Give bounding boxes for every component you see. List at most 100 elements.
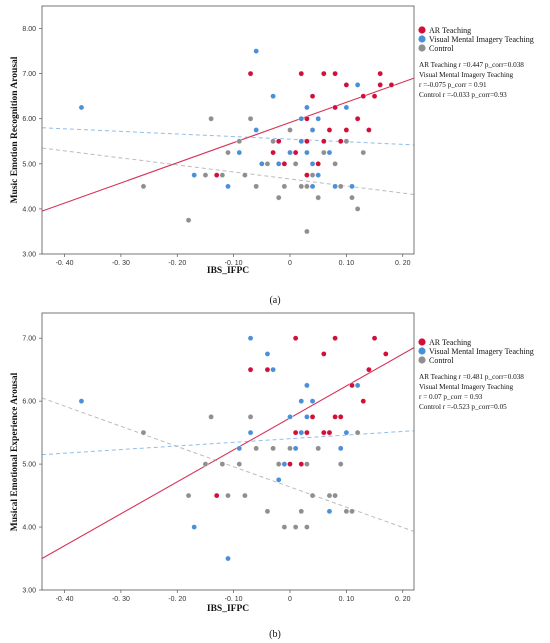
x-tick-label-a: 0: [288, 260, 292, 267]
point-control-b: [275, 461, 282, 467]
point-ar-teaching-b: [383, 351, 389, 357]
point-control-a: [275, 194, 282, 201]
point-visual-mental-imagery-teaching-a: [304, 149, 310, 156]
point-ar-teaching-a: [321, 138, 327, 145]
y-tick-label-b: 7.00: [22, 336, 36, 343]
x-tick-label-b: -0. 30: [112, 596, 130, 603]
point-control-b: [309, 492, 316, 499]
point-control-b: [304, 524, 310, 530]
point-control-a: [304, 183, 310, 190]
point-control-b: [202, 461, 209, 467]
point-control-a: [140, 183, 147, 190]
point-ar-teaching-a: [377, 82, 383, 88]
fit-line-visual-mental-imagery-teaching-a: [41, 127, 415, 146]
point-control-a: [315, 194, 321, 201]
x-axis-title-a: IBS_IFPC: [207, 266, 249, 276]
y-tick-label-b: 5.00: [22, 462, 36, 469]
point-ar-teaching-a: [366, 127, 372, 133]
plot-frame-b: [41, 312, 415, 591]
point-visual-mental-imagery-teaching-a: [309, 183, 316, 190]
legend-label-vmi-a: Visual Mental Imagery Teaching: [429, 35, 534, 44]
point-control-b: [225, 492, 231, 499]
x-tick-label-b: -0. 20: [168, 596, 186, 603]
legend-label-ar-b: AR Teaching: [429, 338, 471, 347]
point-ar-teaching-a: [315, 161, 321, 167]
point-ar-teaching-b: [349, 382, 355, 389]
point-ar-teaching-b: [332, 414, 338, 420]
y-tick-label-b: 3.00: [22, 588, 36, 595]
point-ar-teaching-b: [332, 335, 338, 341]
point-visual-mental-imagery-teaching-b: [337, 445, 344, 452]
point-visual-mental-imagery-teaching-b: [78, 398, 85, 404]
point-ar-teaching-a: [377, 70, 383, 77]
point-control-a: [309, 172, 316, 178]
point-ar-teaching-b: [298, 461, 305, 467]
y-tick-label-a: 8.00: [22, 26, 36, 33]
legend-marker-control-b: [418, 356, 426, 364]
point-ar-teaching-b: [337, 414, 344, 420]
point-visual-mental-imagery-teaching-b: [225, 555, 231, 562]
legend-marker-control-a: [418, 44, 426, 52]
point-control-b: [208, 414, 214, 420]
legend-a: AR Teaching Visual Mental Imagery Teachi…: [418, 26, 534, 53]
point-visual-mental-imagery-teaching-b: [264, 351, 271, 357]
point-control-a: [247, 115, 254, 122]
point-control-b: [292, 524, 299, 530]
point-ar-teaching-b: [264, 366, 271, 373]
legend-label-control-b: Control: [429, 356, 454, 365]
point-ar-teaching-a: [275, 138, 282, 145]
point-control-b: [332, 492, 338, 499]
point-control-a: [321, 149, 327, 156]
point-control-b: [354, 429, 361, 436]
fit-line-visual-mental-imagery-teaching-b: [41, 430, 415, 456]
point-control-b: [337, 461, 344, 467]
y-tick-label-a: 5.00: [22, 161, 36, 168]
point-ar-teaching-a: [388, 82, 395, 88]
point-control-a: [202, 172, 209, 178]
point-ar-teaching-b: [304, 429, 310, 436]
x-tick-label-a: -0. 30: [112, 260, 130, 267]
legend-marker-ar-a: [418, 26, 426, 34]
point-control-a: [349, 194, 355, 201]
point-ar-teaching-b: [371, 335, 378, 341]
point-control-a: [281, 183, 288, 190]
point-visual-mental-imagery-teaching-a: [236, 149, 243, 156]
point-visual-mental-imagery-teaching-a: [315, 115, 321, 122]
point-control-b: [253, 445, 259, 452]
point-ar-teaching-a: [354, 115, 361, 122]
point-visual-mental-imagery-teaching-b: [354, 382, 361, 389]
y-tick-label-a: 4.00: [22, 206, 36, 213]
point-control-a: [185, 217, 192, 223]
point-control-b: [264, 508, 271, 515]
point-ar-teaching-b: [292, 335, 299, 341]
point-ar-teaching-a: [332, 104, 338, 111]
point-visual-mental-imagery-teaching-a: [343, 104, 350, 111]
point-visual-mental-imagery-teaching-b: [304, 414, 310, 420]
point-ar-teaching-b: [309, 414, 316, 420]
point-visual-mental-imagery-teaching-b: [343, 429, 350, 436]
point-visual-mental-imagery-teaching-b: [292, 445, 299, 452]
point-control-a: [337, 183, 344, 190]
ticks-a: 3.00 4.00 5.00 6.00 7.00 8.00 -0. 40 -0. 30 -0. …: [22, 26, 410, 267]
point-visual-mental-imagery-teaching-a: [298, 115, 305, 122]
legend-marker-vmi-b: [418, 347, 426, 355]
y-axis-title-b: Musical Emotional Experience Arousal: [10, 372, 20, 531]
plot-frame-a: [41, 5, 415, 255]
x-tick-label-a: -0. 40: [56, 260, 74, 267]
point-control-a: [264, 161, 271, 167]
point-visual-mental-imagery-teaching-a: [304, 104, 310, 111]
point-ar-teaching-b: [326, 429, 333, 436]
point-ar-teaching-a: [360, 93, 367, 99]
point-visual-mental-imagery-teaching-a: [225, 183, 231, 190]
stat-line-a-4: Control r =-0.033 p_corr=0.93: [419, 91, 507, 99]
point-control-a: [360, 149, 367, 156]
point-visual-mental-imagery-teaching-b: [247, 335, 254, 341]
x-tick-label-a: 0. 20: [395, 260, 411, 267]
point-control-a: [298, 183, 305, 190]
x-tick-label-b: -0. 10: [225, 596, 243, 603]
point-ar-teaching-a: [332, 70, 338, 77]
point-visual-mental-imagery-teaching-a: [287, 149, 293, 156]
y-tick-label-a: 7.00: [22, 71, 36, 78]
legend-label-control-a: Control: [429, 44, 454, 53]
